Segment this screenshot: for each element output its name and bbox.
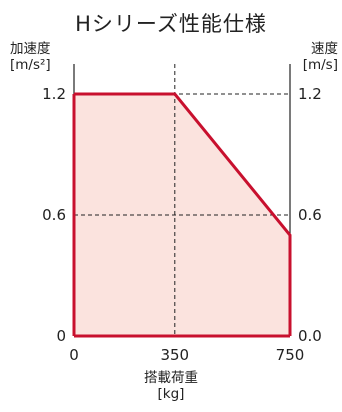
x-tick-label-0: 0	[69, 346, 79, 364]
y-tick-right-label-2: 1.2	[298, 85, 322, 103]
x-tick-label-2: 750	[276, 346, 305, 364]
y-tick-right-label-0: 0.0	[298, 327, 322, 345]
y-tick-left-label-0: 0	[56, 327, 66, 345]
y-tick-left-label-1: 0.6	[42, 206, 66, 224]
y-axis-left-label-line1: 加速度	[10, 41, 51, 57]
x-tick-label-1: 350	[160, 346, 189, 364]
x-axis-label: 搭載荷重 [kg]	[0, 370, 342, 402]
y-axis-right-label: 速度 [m/s]	[290, 41, 338, 73]
y-axis-right-label-line2: [m/s]	[302, 56, 338, 73]
series-line	[74, 92, 292, 336]
x-axis-label-line2: [kg]	[157, 386, 185, 403]
y-axis-left-label-line2: [m/s²]	[10, 56, 51, 73]
y-axis-left-label: 加速度 [m/s²]	[10, 41, 51, 73]
y-axis-right-label-line1: 速度	[311, 41, 338, 57]
y-tick-right-label-1: 0.6	[298, 206, 322, 224]
chart-title: Hシリーズ性能仕様	[75, 12, 267, 36]
x-axis-label-line1: 搭載荷重	[144, 370, 198, 386]
y-tick-left-label-2: 1.2	[42, 85, 66, 103]
